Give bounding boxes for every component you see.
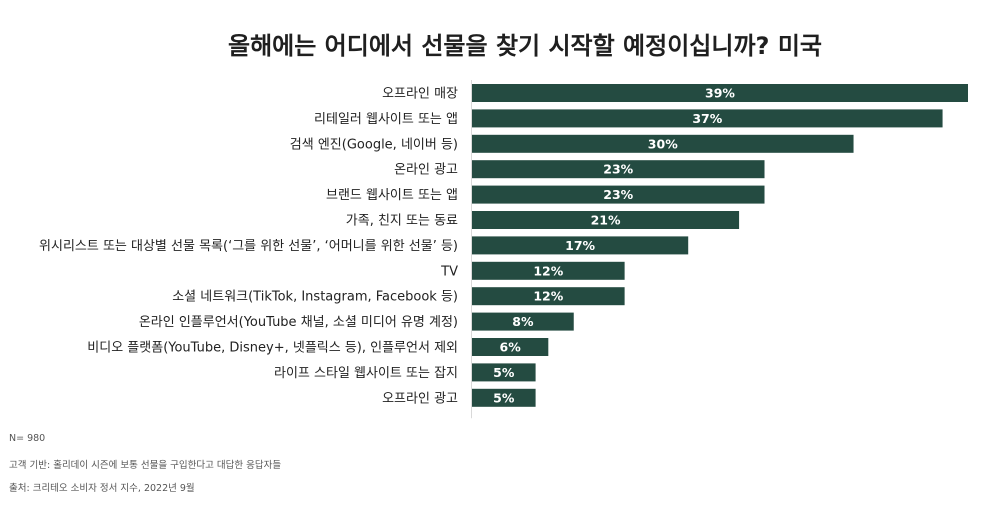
bar-11 <box>472 338 549 356</box>
category-label-6: 가족, 친지 또는 동료 <box>346 214 458 229</box>
value-label-12: 5% <box>493 365 515 380</box>
value-label-10: 8% <box>512 314 534 329</box>
value-label-8: 12% <box>533 263 563 278</box>
bar-7 <box>472 236 689 255</box>
category-label-10: 온라인 인플루언서(YouTube 채널, 소셜 미디어 유명 계정) <box>139 315 458 330</box>
sample-size-note: N= 980 <box>9 433 46 444</box>
category-label-11: 비디오 플랫폼(YouTube, Disney+, 넷플릭스 등), 인플루언서… <box>87 341 458 356</box>
bar-10 <box>472 312 574 331</box>
category-label-7: 위시리스트 또는 대상별 선물 목록(‘그를 위한 선물’, ‘어머니를 위한 … <box>39 239 458 254</box>
value-label-5: 23% <box>603 187 633 202</box>
source-note: 출처: 크리테오 소비자 정서 지수, 2022년 9월 <box>9 483 195 494</box>
bar-9 <box>472 287 625 306</box>
value-label-6: 21% <box>591 213 621 228</box>
category-label-3: 검색 엔진(Google, 네이버 등) <box>290 137 458 152</box>
base-note: 고객 기반: 홀리데이 시즌에 보통 선물을 구입한다고 대답한 응답자들 <box>9 460 282 471</box>
category-label-4: 온라인 광고 <box>394 163 458 178</box>
bar-13 <box>472 388 536 407</box>
bar-8 <box>472 261 625 280</box>
bar-4 <box>472 160 765 179</box>
value-label-2: 37% <box>692 111 722 126</box>
value-label-7: 17% <box>565 238 595 253</box>
category-label-9: 소셜 네트워크(TikTok, Instagram, Facebook 등) <box>172 290 458 305</box>
bars-group <box>472 84 968 407</box>
bar-6 <box>472 211 740 229</box>
value-label-11: 6% <box>500 340 522 355</box>
value-label-1: 39% <box>705 86 735 101</box>
value-label-13: 5% <box>493 390 515 405</box>
category-label-5: 브랜드 웹사이트 또는 앱 <box>326 188 458 203</box>
bar-3 <box>472 134 854 153</box>
category-label-13: 오프라인 광고 <box>382 391 458 406</box>
category-label-2: 리테일러 웹사이트 또는 앱 <box>314 112 458 127</box>
value-label-4: 23% <box>603 162 633 177</box>
bar-2 <box>472 109 943 128</box>
value-labels-group: 39%37%30%23%23%21%17%12%12%8%6%5%5% <box>493 86 735 406</box>
chart-title: 올해에는 어디에서 선물을 찾기 시작할 예정이십니까? 미국 <box>228 32 822 60</box>
bar-12 <box>472 363 536 382</box>
category-label-1: 오프라인 매장 <box>382 87 458 102</box>
bar-5 <box>472 185 765 204</box>
bar-1 <box>472 84 968 102</box>
category-label-8: TV <box>440 264 458 279</box>
value-label-3: 30% <box>648 136 678 151</box>
value-label-9: 12% <box>533 289 563 304</box>
category-label-12: 라이프 스타일 웹사이트 또는 잡지 <box>274 366 458 381</box>
